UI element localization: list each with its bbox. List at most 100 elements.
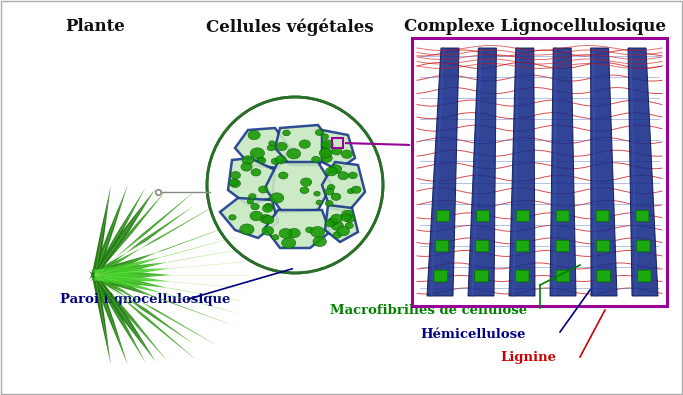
Polygon shape — [93, 269, 228, 324]
FancyBboxPatch shape — [556, 210, 569, 222]
Text: Macrofibrilles de cellulose: Macrofibrilles de cellulose — [330, 303, 527, 316]
Ellipse shape — [229, 179, 240, 188]
Polygon shape — [265, 162, 332, 212]
Ellipse shape — [331, 214, 343, 223]
Polygon shape — [90, 269, 192, 343]
Ellipse shape — [327, 184, 335, 190]
Ellipse shape — [342, 150, 352, 158]
Ellipse shape — [257, 156, 264, 162]
Polygon shape — [94, 269, 245, 288]
Ellipse shape — [279, 228, 292, 238]
Ellipse shape — [328, 218, 338, 225]
Ellipse shape — [310, 226, 324, 237]
Polygon shape — [92, 206, 214, 280]
Ellipse shape — [311, 156, 320, 163]
Ellipse shape — [229, 179, 238, 186]
Ellipse shape — [331, 193, 341, 200]
Ellipse shape — [337, 226, 350, 236]
Ellipse shape — [351, 186, 361, 193]
Polygon shape — [322, 162, 365, 212]
Ellipse shape — [316, 130, 324, 135]
Ellipse shape — [262, 226, 274, 235]
Text: Hémicellulose: Hémicellulose — [420, 329, 525, 342]
FancyBboxPatch shape — [596, 240, 610, 252]
Ellipse shape — [348, 172, 357, 179]
FancyBboxPatch shape — [597, 270, 611, 282]
Polygon shape — [94, 269, 240, 301]
FancyBboxPatch shape — [477, 210, 490, 222]
Ellipse shape — [344, 215, 354, 222]
Bar — [332, 138, 343, 148]
Ellipse shape — [325, 188, 334, 195]
Ellipse shape — [250, 211, 263, 221]
Ellipse shape — [319, 149, 332, 158]
Ellipse shape — [342, 210, 354, 219]
FancyBboxPatch shape — [637, 240, 650, 252]
FancyBboxPatch shape — [475, 270, 488, 282]
Polygon shape — [92, 186, 128, 276]
FancyBboxPatch shape — [434, 270, 447, 282]
Ellipse shape — [281, 238, 296, 248]
Ellipse shape — [247, 199, 253, 204]
Polygon shape — [92, 191, 166, 278]
Polygon shape — [325, 205, 358, 242]
Ellipse shape — [321, 142, 329, 148]
FancyBboxPatch shape — [516, 240, 529, 252]
Ellipse shape — [251, 203, 260, 210]
Ellipse shape — [264, 203, 273, 209]
Polygon shape — [427, 48, 459, 296]
FancyBboxPatch shape — [637, 270, 651, 282]
Ellipse shape — [322, 140, 333, 149]
Text: Cellules végétales: Cellules végétales — [206, 18, 374, 36]
Ellipse shape — [279, 172, 288, 179]
FancyBboxPatch shape — [435, 240, 449, 252]
Ellipse shape — [262, 204, 273, 212]
FancyBboxPatch shape — [596, 210, 609, 222]
Ellipse shape — [240, 224, 254, 235]
Ellipse shape — [326, 167, 337, 176]
Polygon shape — [95, 269, 247, 282]
Polygon shape — [275, 125, 335, 165]
Ellipse shape — [275, 156, 286, 164]
Ellipse shape — [288, 228, 301, 238]
Polygon shape — [468, 48, 497, 296]
FancyBboxPatch shape — [516, 270, 529, 282]
FancyBboxPatch shape — [636, 210, 649, 222]
Ellipse shape — [249, 194, 256, 199]
Ellipse shape — [241, 163, 252, 171]
Ellipse shape — [231, 171, 240, 179]
Ellipse shape — [313, 191, 320, 196]
Polygon shape — [94, 237, 235, 280]
Ellipse shape — [229, 214, 236, 220]
Polygon shape — [93, 226, 228, 280]
Ellipse shape — [321, 148, 331, 155]
Polygon shape — [265, 210, 330, 248]
Ellipse shape — [325, 220, 335, 227]
Polygon shape — [509, 48, 535, 296]
Ellipse shape — [271, 158, 279, 164]
Polygon shape — [220, 198, 278, 238]
Polygon shape — [94, 270, 235, 312]
Polygon shape — [94, 249, 240, 281]
Ellipse shape — [316, 200, 322, 205]
Polygon shape — [235, 128, 290, 168]
Polygon shape — [591, 48, 617, 296]
Polygon shape — [92, 192, 195, 279]
FancyBboxPatch shape — [556, 270, 570, 282]
Polygon shape — [228, 158, 275, 205]
Polygon shape — [92, 186, 111, 276]
Ellipse shape — [287, 149, 301, 159]
Ellipse shape — [348, 188, 354, 194]
Text: Lignine: Lignine — [500, 352, 556, 365]
Polygon shape — [89, 189, 155, 279]
Polygon shape — [91, 188, 145, 277]
Ellipse shape — [251, 169, 261, 176]
Ellipse shape — [338, 172, 348, 180]
FancyBboxPatch shape — [556, 240, 570, 252]
Bar — [412, 38, 667, 306]
Ellipse shape — [306, 227, 313, 233]
Ellipse shape — [325, 201, 333, 206]
Ellipse shape — [300, 187, 309, 194]
Ellipse shape — [333, 231, 342, 238]
Ellipse shape — [263, 216, 274, 224]
